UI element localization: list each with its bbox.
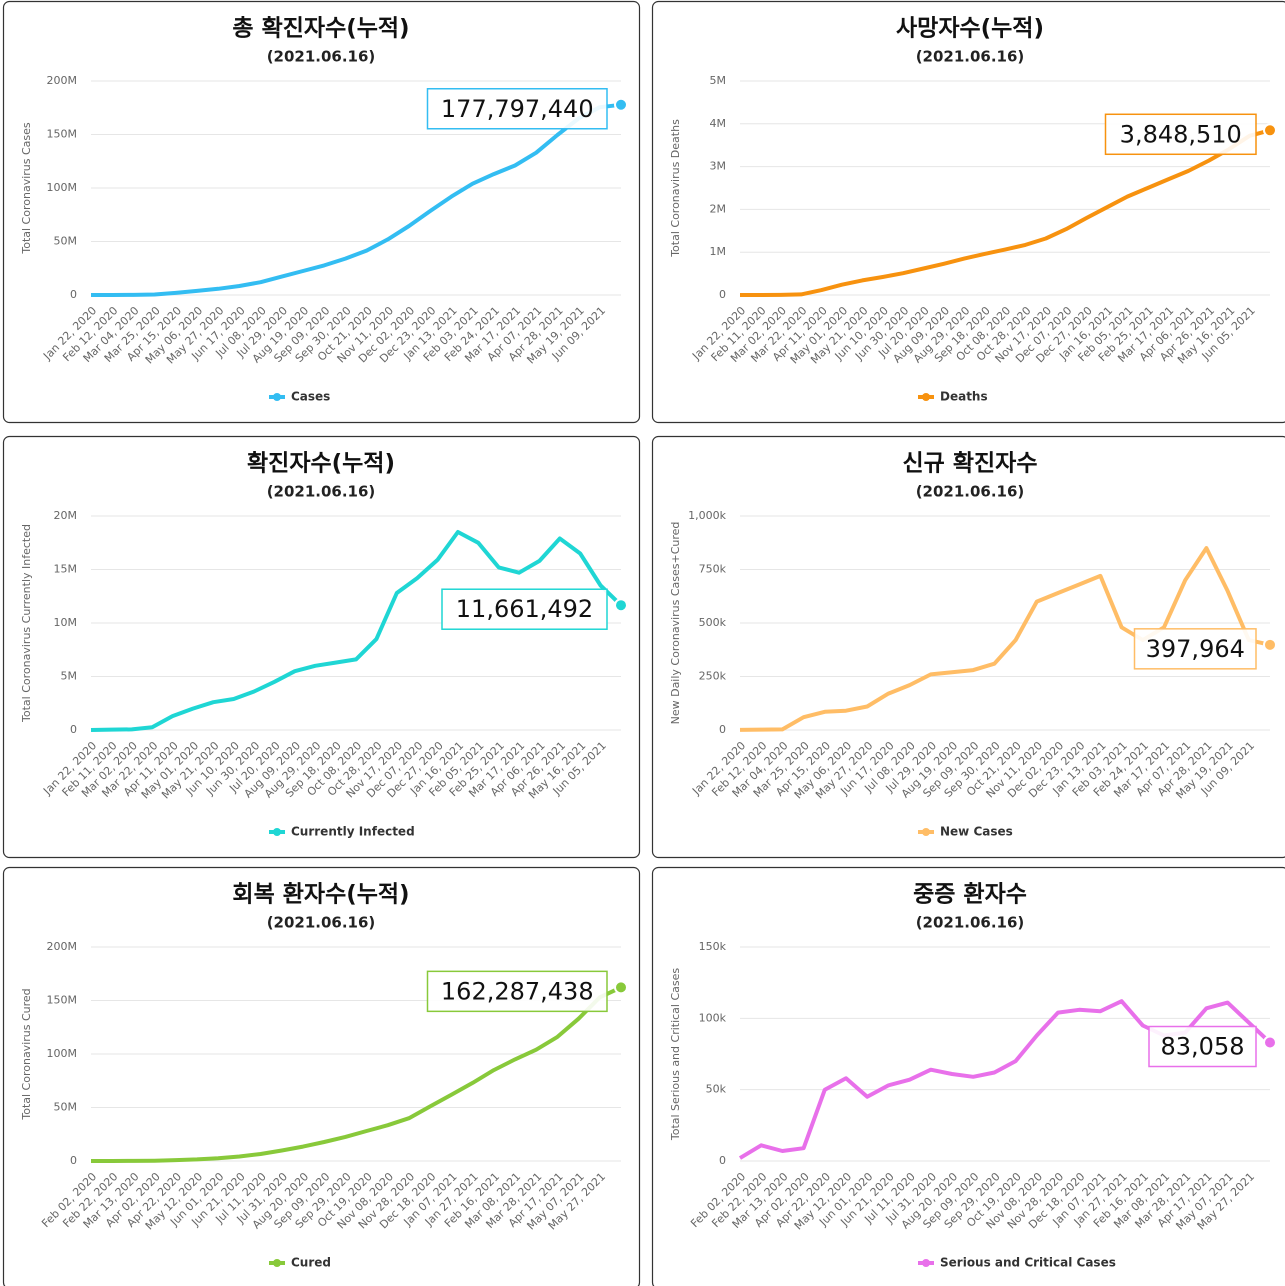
chart-subtitle: (2021.06.16) xyxy=(267,48,376,66)
y-tick-label: 5M xyxy=(61,670,78,683)
point-marker xyxy=(614,598,628,613)
chart-title: 중증 환자수 xyxy=(913,882,1027,908)
point-marker xyxy=(614,97,628,112)
y-tick-label: 150M xyxy=(47,128,78,141)
y-tick-label: 3M xyxy=(710,160,727,173)
legend-dot xyxy=(273,393,281,401)
series-line xyxy=(91,985,622,1163)
tooltip-box xyxy=(1104,113,1257,156)
y-tick-label: 0 xyxy=(719,288,726,301)
y-tick-label: 0 xyxy=(70,1154,77,1167)
y-tick-label: 200M xyxy=(47,74,78,87)
y-tick-label: 2M xyxy=(710,202,727,215)
y-axis-label: Total Coronavirus Cured xyxy=(20,988,33,1120)
chart-title: 사망자수(누적) xyxy=(896,16,1044,42)
y-tick-label: 50M xyxy=(54,235,78,248)
tooltip-box xyxy=(426,88,608,130)
panel-border xyxy=(651,0,1285,424)
y-axis-label: Total Coronavirus Currently Infected xyxy=(20,524,33,723)
point-marker xyxy=(1263,123,1277,138)
chart-title: 총 확진자수(누적) xyxy=(232,16,409,42)
y-tick-label: 100M xyxy=(47,1047,78,1060)
tooltip-value: 3,848,510 xyxy=(1120,120,1242,148)
legend-dot xyxy=(922,1259,930,1267)
chart-title: 회복 환자수(누적) xyxy=(232,882,409,908)
chart-subtitle: (2021.06.16) xyxy=(267,483,376,501)
chart-panel: 총 확진자수(누적) (2021.06.16) 0 50M 100M 150M 200M To… xyxy=(2,0,641,424)
y-tick-label: 150M xyxy=(47,994,78,1007)
chart-panel: 중증 환자수 (2021.06.16) 0 50k 100k 150k Total Seri… xyxy=(651,866,1285,1286)
y-tick-label: 15M xyxy=(54,563,78,576)
legend-dot xyxy=(922,828,930,836)
y-tick-label: 0 xyxy=(70,723,77,736)
chart-panel: 신규 확진자수 (2021.06.16) 0 250k 500k 750k 1,000k Ne… xyxy=(651,435,1285,859)
y-tick-label: 0 xyxy=(719,723,726,736)
panel-border xyxy=(651,435,1285,859)
panel-border xyxy=(2,435,641,859)
chart-subtitle: (2021.06.16) xyxy=(916,914,1025,932)
chart-panel: 확진자수(누적) (2021.06.16) 0 5M 10M 15M 20M Total Co… xyxy=(2,435,641,859)
legend-label: New Cases xyxy=(940,825,1013,839)
legend-label: Currently Infected xyxy=(291,825,415,839)
tooltip-box xyxy=(441,588,608,630)
chart-title: 신규 확진자수 xyxy=(903,451,1038,477)
chart-subtitle: (2021.06.16) xyxy=(267,914,376,932)
legend-label: Serious and Critical Cases xyxy=(940,1256,1116,1270)
legend-dot xyxy=(273,828,281,836)
point-marker xyxy=(614,980,628,995)
series-line xyxy=(91,102,622,297)
tooltip-value: 83,058 xyxy=(1161,1033,1245,1061)
tooltip-value: 11,661,492 xyxy=(456,595,593,623)
legend-dot xyxy=(922,393,930,401)
tooltip-value: 162,287,438 xyxy=(441,977,594,1005)
chart-subtitle: (2021.06.16) xyxy=(916,48,1025,66)
chart-title: 확진자수(누적) xyxy=(247,451,395,477)
legend-dot xyxy=(273,1259,281,1267)
y-tick-label: 100k xyxy=(699,1011,727,1024)
series-line xyxy=(739,546,1271,732)
y-axis-label: New Daily Coronavirus Cases+Cured xyxy=(669,522,682,725)
tooltip-box xyxy=(1133,628,1257,670)
y-tick-label: 0 xyxy=(70,288,77,301)
series-line xyxy=(90,530,623,732)
y-tick-label: 750k xyxy=(699,563,727,576)
y-tick-label: 0 xyxy=(719,1154,726,1167)
y-tick-label: 50M xyxy=(54,1101,78,1114)
tooltip-box xyxy=(1148,1025,1257,1068)
tooltip-value: 177,797,440 xyxy=(441,95,594,123)
chart-subtitle: (2021.06.16) xyxy=(916,483,1025,501)
y-tick-label: 1,000k xyxy=(688,509,726,522)
y-tick-label: 50k xyxy=(706,1083,727,1096)
y-tick-label: 5M xyxy=(710,74,727,87)
y-tick-label: 500k xyxy=(699,616,727,629)
y-axis-label: Total Serious and Critical Cases xyxy=(669,968,682,1142)
y-tick-label: 1M xyxy=(710,245,727,258)
chart-panel: 회복 환자수(누적) (2021.06.16) 0 50M 100M 150M 200M To… xyxy=(2,866,641,1286)
point-marker xyxy=(1263,1035,1277,1050)
y-tick-label: 150k xyxy=(699,940,727,953)
legend-label: Cases xyxy=(291,390,330,404)
y-tick-label: 250k xyxy=(699,670,727,683)
y-tick-label: 200M xyxy=(47,940,78,953)
series-line xyxy=(740,128,1271,297)
y-tick-label: 20M xyxy=(54,509,78,522)
y-tick-label: 4M xyxy=(710,117,727,130)
tooltip-value: 397,964 xyxy=(1146,635,1245,663)
y-tick-label: 100M xyxy=(47,181,78,194)
y-tick-label: 10M xyxy=(54,616,78,629)
legend-label: Deaths xyxy=(940,390,988,404)
legend-label: Cured xyxy=(291,1256,331,1270)
y-axis-label: Total Coronavirus Deaths xyxy=(669,119,682,258)
point-marker xyxy=(1263,637,1277,652)
chart-panel: 사망자수(누적) (2021.06.16) 0 1M 2M 3M 4M 5M Total Cor… xyxy=(651,0,1285,424)
tooltip-box xyxy=(426,970,608,1013)
y-axis-label: Total Coronavirus Cases xyxy=(20,122,33,255)
